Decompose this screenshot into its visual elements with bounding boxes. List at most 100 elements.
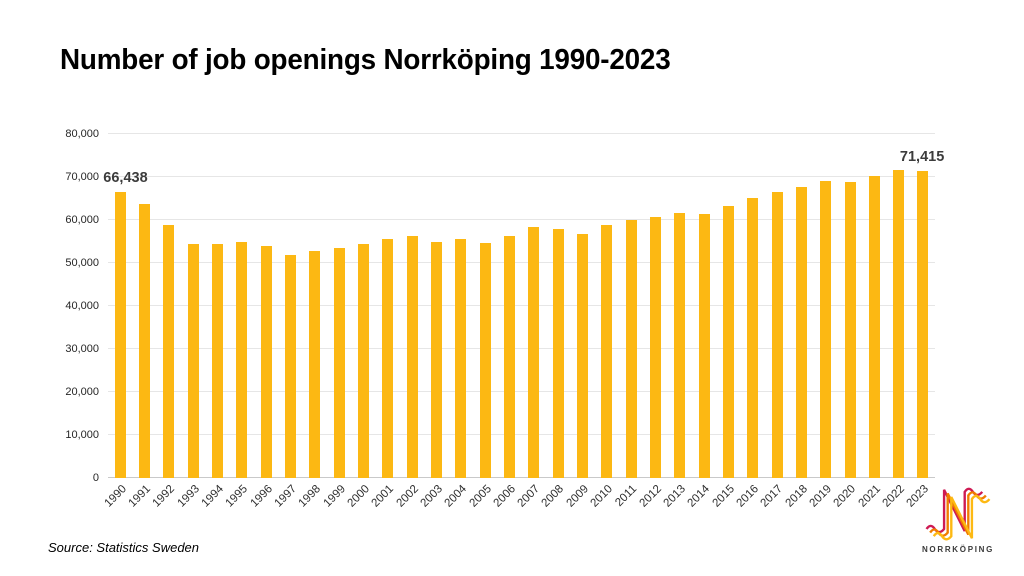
bar-slot-1997: 1997	[272, 134, 302, 510]
bar-slot-1998: 1998	[297, 134, 327, 510]
bar-2000	[357, 244, 369, 478]
y-axis-tick-label: 10,000	[65, 429, 99, 441]
bar-slot-2010: 2010	[589, 134, 619, 510]
gridline	[108, 434, 935, 435]
norrkoping-logo-text: NORRKÖPING	[921, 545, 995, 554]
x-axis-tick-label: 2014	[685, 483, 713, 510]
bar-slot-2008: 2008	[540, 134, 570, 510]
bar-2011	[625, 220, 637, 478]
bar-2012	[649, 217, 661, 478]
x-axis-tick-label: 2001	[369, 483, 397, 510]
y-axis-tick-label: 50,000	[65, 257, 99, 269]
bar-2008	[552, 229, 564, 478]
norrkoping-n-icon	[925, 487, 991, 541]
x-axis-tick-label: 2008	[539, 483, 567, 510]
x-axis-tick-label: 1996	[248, 483, 275, 510]
bar-2015	[722, 205, 734, 478]
bar-2010	[601, 225, 613, 478]
x-axis-tick-label: 2004	[442, 483, 470, 510]
x-axis-tick-label: 2010	[588, 483, 616, 510]
gridline	[108, 176, 935, 177]
bar-2020	[844, 182, 856, 478]
bar-2019	[820, 180, 832, 478]
data-label-1990: 66,438	[103, 170, 148, 187]
y-axis: 0 10,000 20,000 30,000 40,000 50,000 60,000 70,…	[0, 128, 99, 484]
x-axis-tick-label: 1995	[223, 483, 251, 510]
bar-slot-2009: 2009	[564, 134, 594, 510]
x-axis-tick-label: 2007	[515, 483, 543, 510]
gridlines	[108, 133, 935, 478]
bar-2005	[479, 242, 491, 478]
bar-2016	[747, 197, 759, 478]
x-axis-tick-label: 2000	[345, 483, 372, 510]
bar-slot-2011: 2011	[614, 134, 643, 509]
chart-title: Number of job openings Norrköping 1990-2…	[60, 44, 671, 76]
bar-2017	[771, 191, 783, 478]
bar-2018	[795, 186, 807, 478]
x-axis-tick-label: 2003	[418, 483, 445, 510]
x-axis-tick-label: 2005	[466, 483, 494, 510]
y-axis-tick-label: 30,000	[65, 343, 99, 355]
bar-2003	[430, 241, 442, 478]
bar-1991	[138, 204, 150, 478]
y-axis-tick-label: 70,000	[65, 171, 99, 183]
bar-2022	[893, 170, 905, 478]
bar-slot-2001: 2001	[370, 134, 400, 510]
bar-slot-2012: 2012	[637, 134, 667, 510]
bar-slot-2002: 2002	[394, 134, 424, 510]
bar-2007	[528, 227, 540, 478]
x-axis-tick-label: 2021	[856, 483, 883, 510]
y-axis-tick-label: 40,000	[65, 300, 99, 312]
bar-slot-2003: 2003	[418, 134, 448, 510]
bar-2004	[455, 238, 467, 478]
bar-slot-2005: 2005	[467, 134, 497, 510]
x-axis-baseline	[108, 477, 935, 478]
x-axis-tick-label: 1998	[296, 483, 324, 510]
bar-slot-1992: 1992	[151, 134, 181, 510]
x-axis-tick-label: 2015	[710, 483, 737, 510]
bar-slot-1999: 1999	[321, 134, 351, 510]
x-axis-tick-label: 2013	[661, 483, 689, 510]
x-axis-tick-label: 2022	[880, 483, 908, 510]
bar-slot-2006: 2006	[491, 134, 521, 510]
bar-slot-2007: 2007	[516, 134, 546, 510]
x-axis-tick-label: 2012	[637, 483, 664, 510]
bar-1994	[211, 243, 223, 478]
x-axis-tick-label: 2011	[613, 483, 640, 509]
bar-slot-2000: 2000	[345, 134, 375, 510]
bar-slot-1990: 1990 66,438	[102, 134, 148, 509]
bar-slot-1995: 1995	[224, 134, 254, 510]
bar-slot-2022: 2022	[881, 134, 911, 510]
bars: 1990 66,438 1991 1992 1993 1994 1995 1996 1997 19…	[102, 134, 944, 510]
x-axis-tick-label: 1991	[126, 483, 153, 510]
bar-1990	[114, 192, 126, 478]
bar-slot-2013: 2013	[662, 134, 692, 510]
x-axis-tick-label: 1993	[175, 483, 202, 510]
bar-1992	[163, 225, 175, 478]
gridline	[108, 262, 935, 263]
bar-2001	[382, 238, 394, 478]
bar-2006	[503, 235, 515, 478]
bar-1997	[284, 254, 296, 478]
x-axis-tick-label: 1997	[272, 483, 299, 510]
x-axis-tick-label: 1992	[150, 483, 178, 510]
x-axis-tick-label: 2016	[734, 483, 762, 510]
gridline	[108, 219, 935, 220]
bar-slot-2018: 2018	[783, 134, 813, 510]
x-axis-tick-label: 2019	[807, 483, 835, 510]
bar-1993	[187, 244, 199, 478]
y-axis-tick-label: 0	[92, 472, 99, 484]
bar-2023	[917, 170, 929, 478]
x-axis-tick-label: 1994	[199, 483, 226, 510]
y-axis-tick-label: 80,000	[65, 128, 99, 140]
bar-2009	[576, 234, 588, 478]
bar-chart: 1990 66,438 1991 1992 1993 1994 1995 1996 1997 19…	[102, 133, 944, 510]
x-axis-tick-label: 1990	[102, 483, 129, 510]
bar-slot-2019: 2019	[808, 134, 838, 510]
bar-slot-2014: 2014	[686, 134, 716, 510]
bar-slot-1996: 1996	[248, 134, 278, 510]
gridline	[108, 133, 935, 134]
gridline	[108, 391, 935, 392]
bar-2014	[698, 213, 710, 478]
bar-2021	[868, 176, 880, 478]
